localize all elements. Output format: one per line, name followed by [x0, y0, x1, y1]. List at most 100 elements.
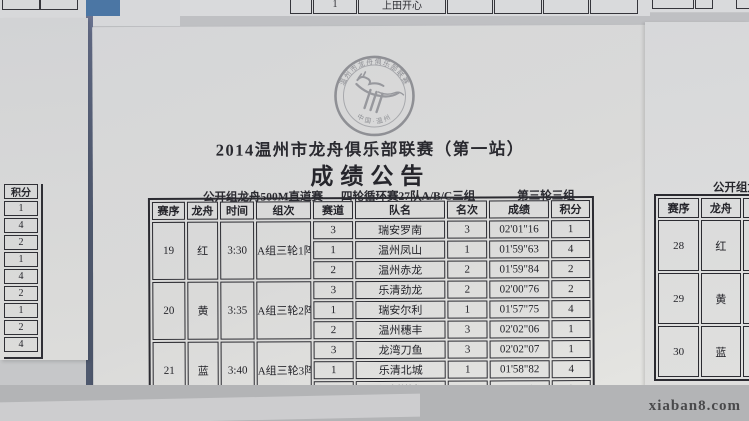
schedule-table: 赛序 龙舟 时间 28 红 4:15 29 黄 4:20 30 [654, 194, 749, 381]
time-cell: 4:25 [742, 326, 749, 377]
header-row: 赛序 龙舟 时间 组次 赛道 队名 名次 成绩 积分 [151, 200, 591, 220]
time-cell: 4:15 [742, 220, 749, 271]
col-header-raceno: 赛序 [658, 198, 700, 218]
watermark: xiaban8.com [648, 398, 741, 414]
race-no-cell: 28 [658, 220, 700, 271]
logo-outer-ring [334, 55, 415, 137]
team-name-cell: 瑞安罗南 [355, 220, 446, 240]
logo-inner-ring [342, 64, 406, 128]
lane-cell: 3 [313, 221, 354, 240]
result-cell: 02'00"76 [489, 280, 550, 299]
race-no-cell: 19 [152, 221, 186, 280]
result-cell: 01'59"84 [489, 260, 550, 279]
col-header-time: 时间 [742, 198, 749, 218]
header-row: 赛序 龙舟 时间 [658, 198, 749, 218]
fragment-cell [695, 0, 713, 9]
table-row: 29 黄 4:20 [658, 273, 749, 324]
time-cell: 3:30 [220, 221, 255, 280]
fragment-cell [2, 0, 40, 10]
col-header-team: 队名 [354, 200, 446, 220]
group-cell: A组三轮1阵 [256, 221, 312, 280]
fragment-rank-cell: 1 [313, 0, 357, 14]
table-row: 21 蓝 3:40 A组三轮3阵 3 龙湾刀鱼 3 02'02"07 1 [152, 340, 591, 400]
team-name-cell: 乐清劲龙 [355, 280, 446, 300]
fragment-cell [494, 0, 542, 14]
points-column: 积分 1 4 2 1 4 2 1 2 4 [4, 184, 43, 359]
table-row: 20 黄 3:35 A组三轮2阵 3 乐清劲龙 2 02'00"76 2 [152, 280, 591, 340]
fragment-cell [447, 0, 493, 14]
points-column-header: 积分 [4, 184, 38, 199]
rank-cell: 1 [447, 300, 488, 319]
lane-cell: 1 [313, 301, 354, 320]
points-cell: 4 [551, 360, 591, 379]
col-header-lane: 赛道 [312, 201, 354, 220]
team-name-cell: 温州凤山 [355, 240, 446, 260]
points-cell: 1 [551, 220, 591, 239]
points-cell: 4 [551, 240, 591, 259]
fragment-cell [590, 0, 638, 14]
result-cell: 02'02"06 [489, 320, 550, 339]
col-header-group: 组次 [255, 201, 312, 220]
points-cell: 1 [551, 340, 591, 359]
col-header-boat: 龙舟 [701, 198, 741, 218]
time-cell: 3:35 [220, 281, 255, 340]
fragment-cell [40, 0, 78, 10]
team-name-cell: 龙湾刀鱼 [355, 340, 446, 360]
main-sheet: 温州市龙舟俱乐部联赛 中国·温州 2014温州市龙舟俱乐部联赛（第一站） 成绩公… [92, 24, 649, 404]
team-name-cell: 温州赤龙 [355, 260, 446, 280]
dragon-logo: 温州市龙舟俱乐部联赛 中国·温州 [334, 55, 415, 137]
col-header-rank: 名次 [446, 200, 488, 219]
fragment-cell [736, 0, 749, 9]
boat-cell: 黄 [701, 273, 741, 324]
lane-cell: 2 [313, 261, 354, 280]
points-cell: 2 [551, 280, 591, 299]
result-cell: 01'58"82 [489, 360, 550, 379]
top-sheet-fragment: 1 上田开心 [180, 0, 650, 16]
points-cell: 1 [4, 303, 38, 318]
top-right-sheet-fragment [648, 0, 749, 12]
right-sheet: 公开组龙 赛序 龙舟 时间 28 红 4:15 29 黄 4:2 [645, 22, 749, 421]
points-cell: 1 [551, 320, 591, 339]
fragment-cell [290, 0, 312, 14]
lane-cell: 2 [313, 321, 354, 340]
points-cell: 4 [4, 337, 38, 352]
race-no-cell: 30 [658, 326, 700, 377]
race-no-cell: 29 [658, 273, 700, 324]
points-cell: 4 [551, 300, 591, 319]
points-cell: 2 [551, 260, 591, 279]
rank-cell: 2 [447, 260, 488, 279]
time-cell: 4:20 [742, 273, 749, 324]
result-cell: 01'59"63 [489, 240, 550, 259]
rank-cell: 3 [447, 340, 488, 359]
col-header-raceno: 赛序 [151, 201, 186, 220]
team-name-cell: 温州穗丰 [355, 320, 446, 340]
lane-cell: 3 [313, 281, 354, 300]
col-header-points: 积分 [550, 200, 591, 219]
col-header-time: 时间 [219, 201, 255, 220]
boat-cell: 黄 [187, 281, 219, 340]
points-cell: 2 [4, 320, 38, 335]
lane-cell: 1 [313, 361, 354, 380]
col-header-boat: 龙舟 [186, 201, 219, 220]
rank-cell: 1 [447, 240, 488, 259]
table-row: 30 蓝 4:25 [658, 326, 749, 377]
table-row: 28 红 4:15 [658, 220, 749, 271]
col-header-result: 成绩 [488, 200, 550, 219]
lane-cell: 3 [313, 341, 354, 360]
result-cell: 02'01"16 [489, 220, 550, 239]
points-cell: 4 [4, 269, 38, 284]
results-table: 赛序 龙舟 时间 组次 赛道 队名 名次 成绩 积分 19 红 3:30 A组三… [147, 196, 595, 404]
rank-cell: 3 [447, 220, 488, 239]
fragment-cell [543, 0, 589, 14]
points-cell: 2 [4, 286, 38, 301]
race-no-cell: 20 [152, 281, 186, 340]
points-cell: 1 [4, 252, 38, 267]
boat-cell: 红 [187, 221, 219, 280]
rank-cell: 1 [447, 360, 488, 379]
team-name-cell: 乐清北城 [355, 360, 446, 380]
points-cell: 2 [4, 235, 38, 250]
dragon-icon [355, 71, 405, 114]
points-cell: 1 [4, 201, 38, 216]
rank-cell: 3 [447, 320, 488, 339]
